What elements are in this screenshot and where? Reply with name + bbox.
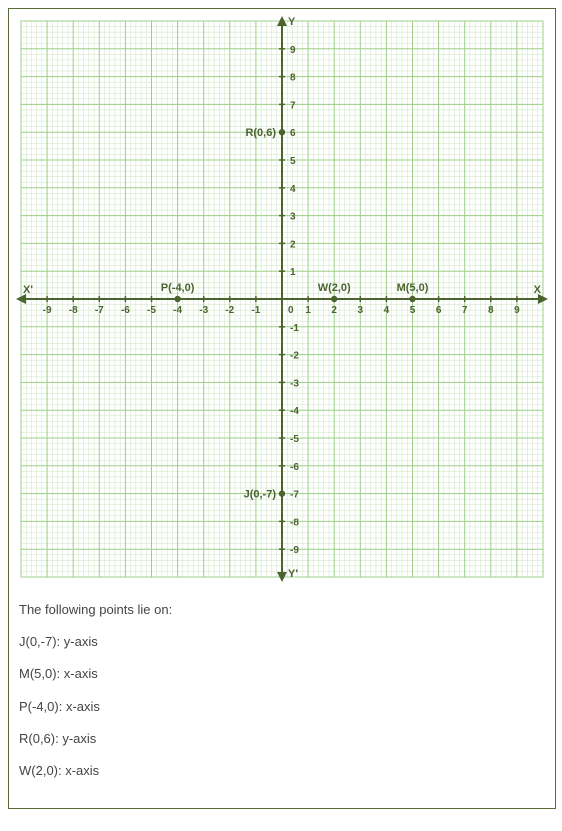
svg-text:-7: -7 [95,305,104,316]
coordinate-graph: YY'XX'-9-8-7-6-5-4-3-2-11234567890123456… [9,9,555,589]
svg-text:1: 1 [290,267,296,278]
svg-text:-4: -4 [290,406,299,417]
answer-line: W(2,0): x-axis [19,762,545,780]
svg-text:J(0,-7): J(0,-7) [244,489,277,501]
svg-text:-7: -7 [290,490,299,501]
svg-text:-8: -8 [290,517,299,528]
svg-text:2: 2 [290,239,296,250]
answer-line: R(0,6): y-axis [19,730,545,748]
svg-text:-9: -9 [43,305,52,316]
svg-text:3: 3 [290,212,296,223]
svg-text:M(5,0): M(5,0) [397,282,429,294]
svg-text:8: 8 [290,73,296,84]
svg-text:5: 5 [290,156,296,167]
svg-text:5: 5 [410,305,416,316]
svg-text:6: 6 [290,128,296,139]
svg-text:9: 9 [290,45,296,56]
svg-text:-9: -9 [290,545,299,556]
svg-text:Y: Y [288,16,296,28]
svg-text:4: 4 [384,305,390,316]
svg-text:W(2,0): W(2,0) [318,282,351,294]
svg-text:1: 1 [305,305,311,316]
svg-text:3: 3 [358,305,364,316]
svg-text:-5: -5 [290,434,299,445]
svg-text:7: 7 [462,305,468,316]
svg-text:X': X' [23,284,33,296]
svg-text:-1: -1 [290,323,299,334]
svg-text:R(0,6): R(0,6) [245,127,276,139]
svg-text:-3: -3 [290,378,299,389]
svg-text:6: 6 [436,305,442,316]
svg-text:7: 7 [290,100,296,111]
svg-text:P(-4,0): P(-4,0) [161,282,195,294]
svg-text:-2: -2 [225,305,234,316]
svg-text:2: 2 [331,305,337,316]
svg-text:-6: -6 [121,305,130,316]
svg-text:-3: -3 [199,305,208,316]
intro-line: The following points lie on: [19,601,545,619]
svg-text:-4: -4 [173,305,182,316]
answer-line: P(-4,0): x-axis [19,698,545,716]
svg-text:-6: -6 [290,462,299,473]
svg-text:-8: -8 [69,305,78,316]
svg-text:4: 4 [290,184,296,195]
answer-text-block: The following points lie on: J(0,-7): y-… [9,589,555,808]
svg-text:-2: -2 [290,351,299,362]
svg-text:X: X [534,284,542,296]
svg-text:8: 8 [488,305,494,316]
svg-text:0: 0 [288,305,294,316]
answer-line: M(5,0): x-axis [19,665,545,683]
svg-text:-1: -1 [251,305,260,316]
svg-text:Y': Y' [288,568,298,580]
figure-container: YY'XX'-9-8-7-6-5-4-3-2-11234567890123456… [8,8,556,809]
svg-text:-5: -5 [147,305,156,316]
svg-text:9: 9 [514,305,520,316]
answer-line: J(0,-7): y-axis [19,633,545,651]
